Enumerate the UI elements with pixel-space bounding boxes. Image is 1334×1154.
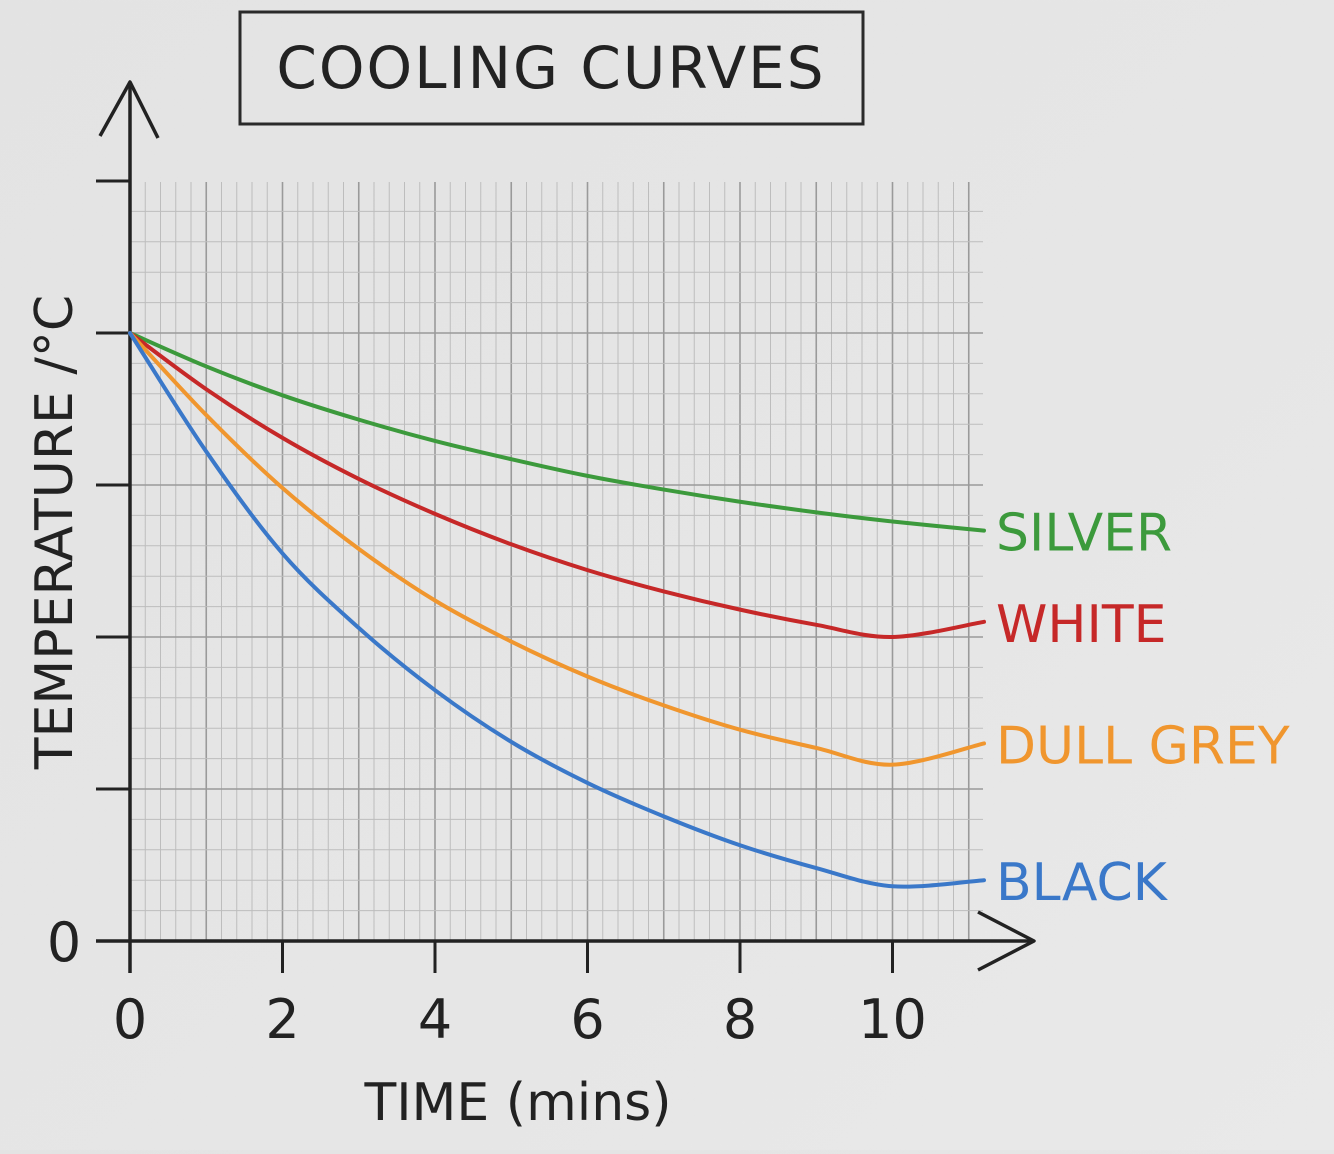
chart-title: COOLING CURVES	[276, 34, 825, 102]
axes: 00 2 4 6 8 10	[47, 80, 1036, 1051]
labels: SILVER WHITE DULL GREY BLACK	[996, 504, 1290, 914]
x-tick-label: 8	[723, 988, 757, 1051]
x-tick-label: 6	[570, 988, 604, 1051]
series-label-dull-grey: DULL GREY	[996, 716, 1290, 776]
grid	[129, 182, 983, 942]
series-label-white: WHITE	[996, 595, 1166, 655]
series-line-silver	[128, 331, 986, 533]
x-tick-label: 10	[858, 988, 927, 1051]
x-tick-label: 0	[113, 988, 147, 1051]
y-axis-arrowhead	[98, 80, 160, 139]
x-axis-label: TIME (mins)	[363, 1073, 671, 1133]
x-tick-label: 4	[418, 988, 452, 1051]
series-lines	[128, 331, 986, 889]
series-line-white	[128, 331, 986, 640]
y-tick-label: 0	[47, 911, 81, 974]
series-line-black	[128, 331, 986, 889]
series-label-silver: SILVER	[996, 504, 1172, 564]
series-line-dull-grey	[128, 331, 986, 767]
title-box	[238, 10, 865, 126]
series-label-black: BLACK	[996, 853, 1169, 913]
y-axis-label: TEMPERATURE /°C	[25, 295, 85, 770]
x-axis-arrowhead	[977, 910, 1036, 972]
x-tick-label: 2	[265, 988, 299, 1051]
